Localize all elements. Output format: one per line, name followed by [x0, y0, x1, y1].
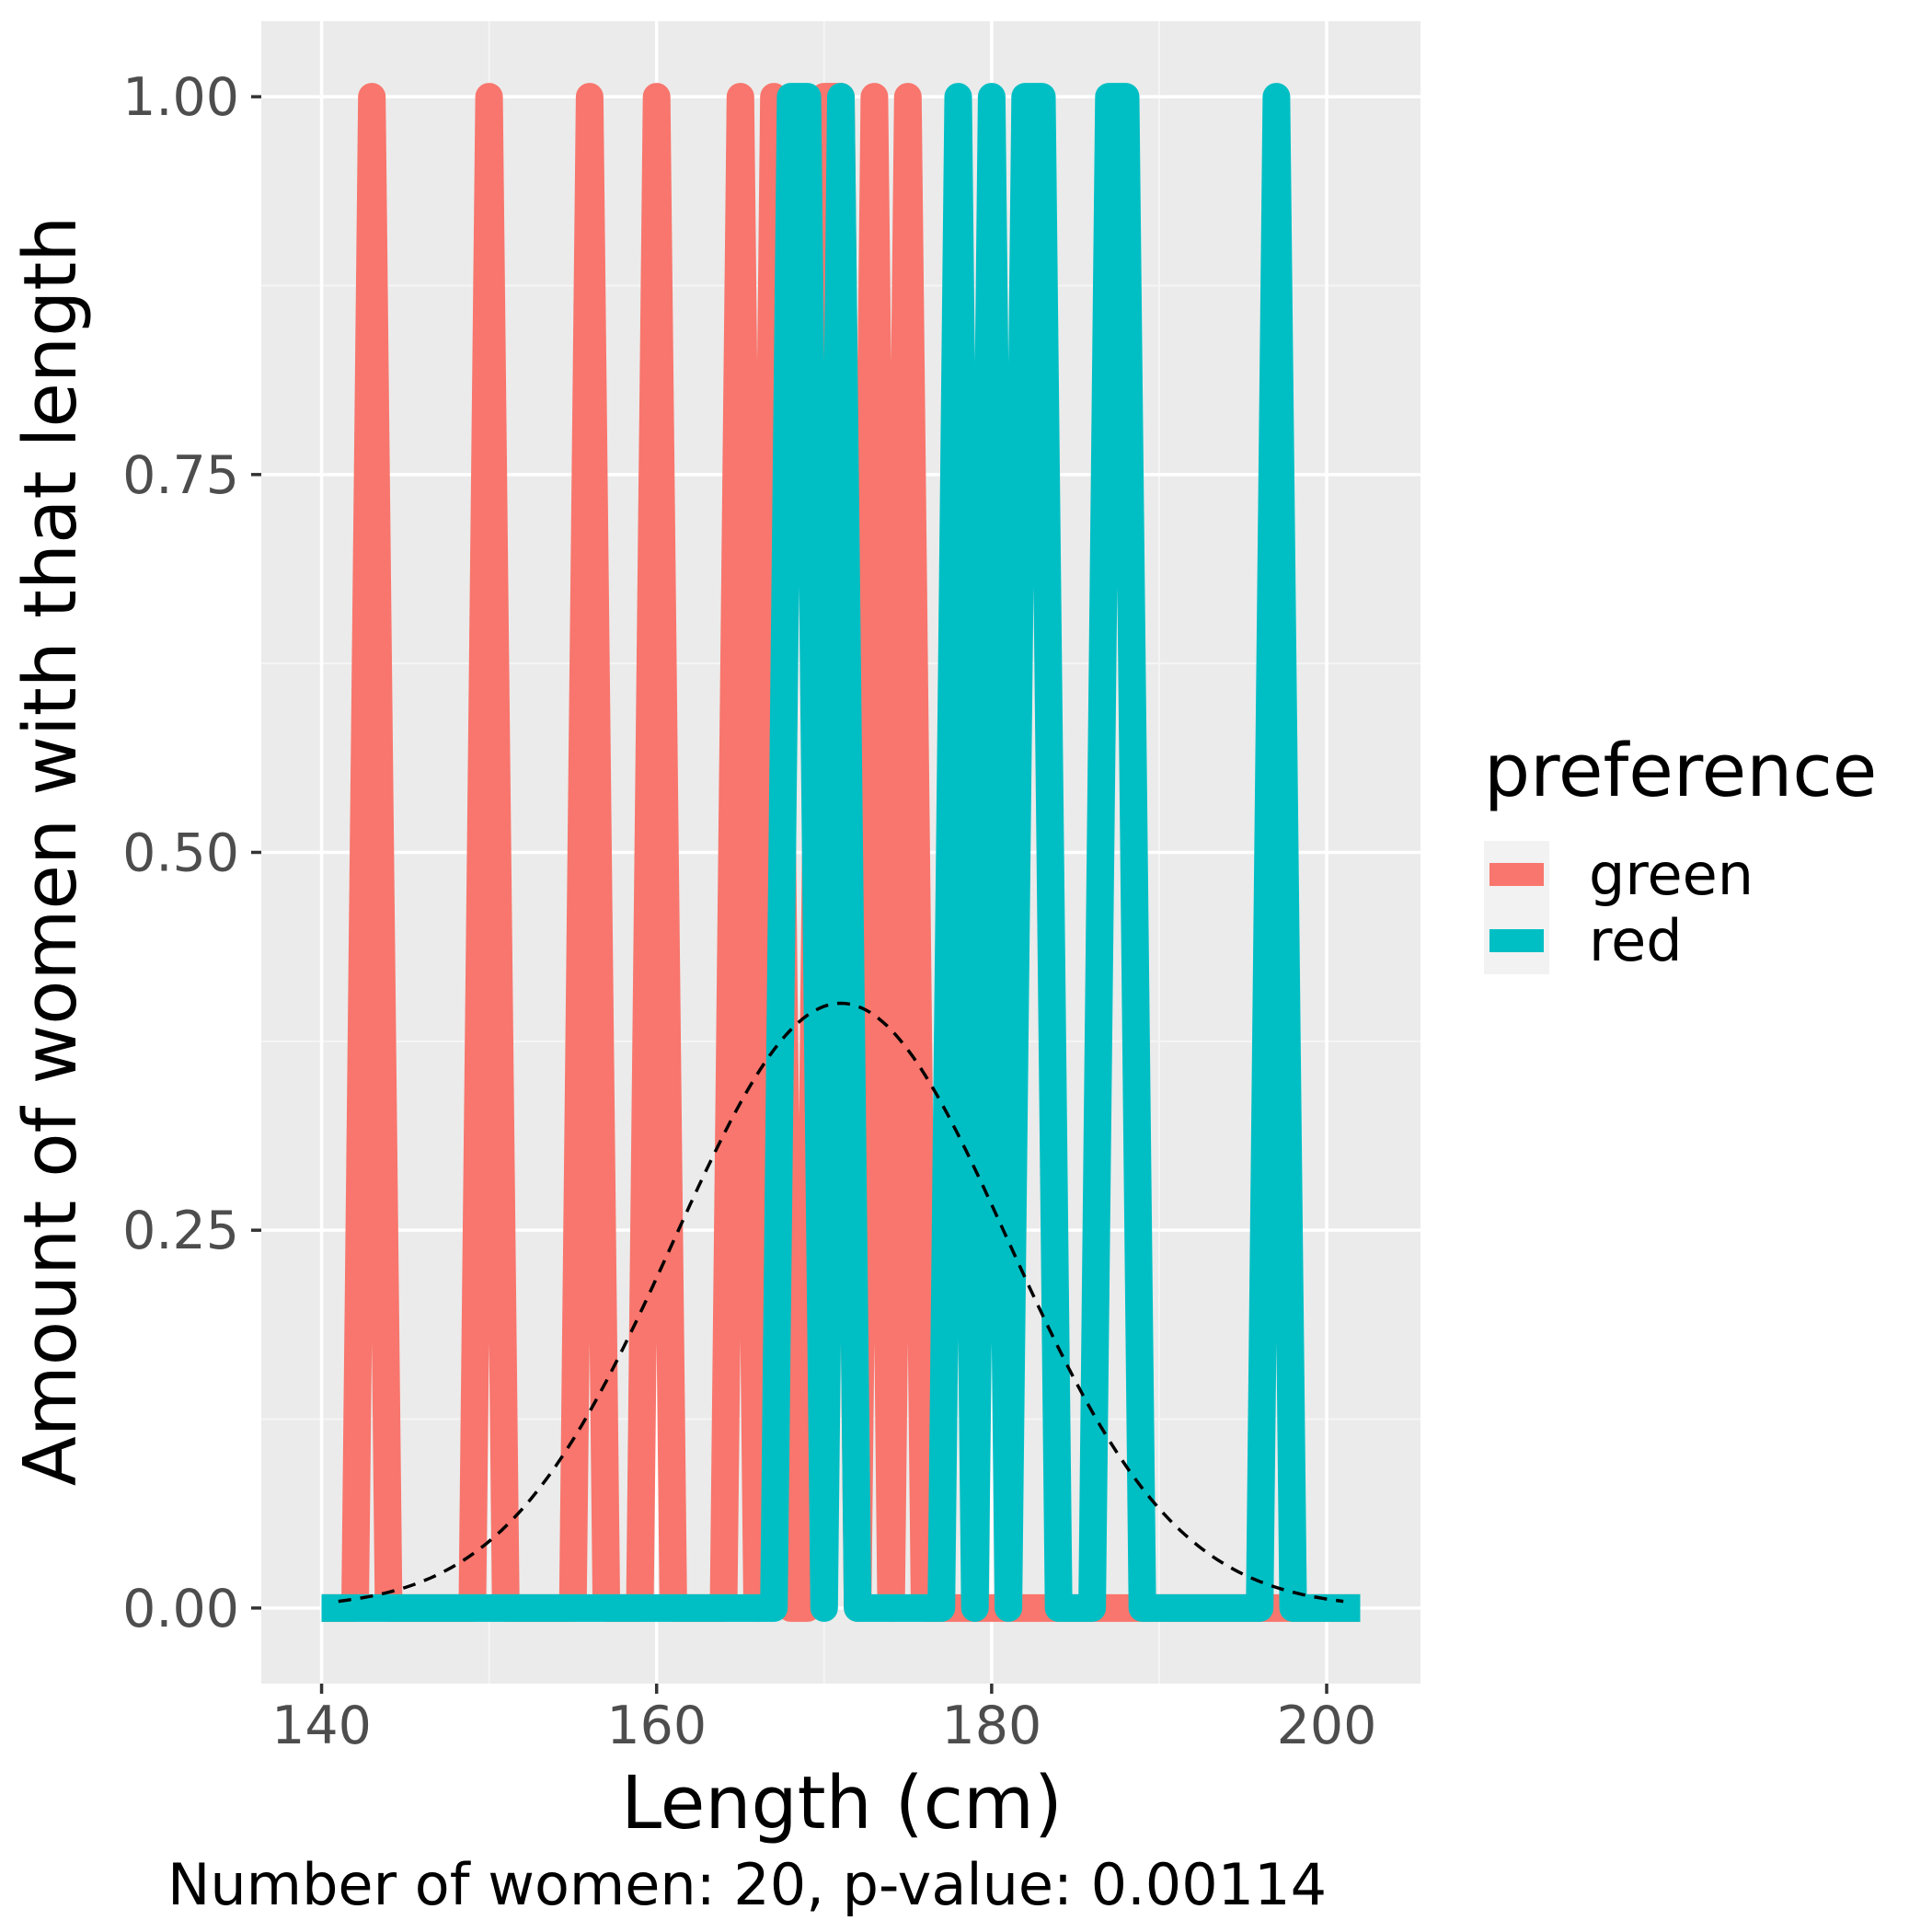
- y-tick-label: 1.00: [122, 67, 239, 128]
- reference-curve-line: [338, 1001, 1344, 1604]
- chart-caption: Number of women: 20, p-value: 0.00114: [167, 1851, 1327, 1918]
- y-tick-label: 0.50: [122, 823, 239, 884]
- legend-swatch-red: [1489, 929, 1544, 952]
- legend: preference green red: [1484, 729, 1877, 974]
- series-lines: [321, 83, 1361, 1622]
- x-axis-title: Length (cm): [621, 1761, 1063, 1846]
- y-tick-label: 0.75: [122, 445, 239, 506]
- legend-title: preference: [1484, 729, 1877, 813]
- y-tick-label: 0.25: [122, 1201, 239, 1261]
- x-tick-label: 140: [271, 1696, 372, 1756]
- series-line-red: [321, 83, 1361, 1622]
- x-tick-label: 180: [941, 1696, 1041, 1756]
- legend-label-red: red: [1589, 907, 1683, 974]
- y-axis-title: Amount of women with that length: [8, 216, 93, 1487]
- axes: 140 160 180 200 0.00 0.25 0.50 0.75 1.00: [122, 67, 1376, 1756]
- y-tick-label: 0.00: [122, 1579, 239, 1639]
- x-tick-label: 160: [606, 1696, 707, 1756]
- legend-label-green: green: [1589, 841, 1754, 908]
- legend-swatch-green: [1489, 863, 1544, 886]
- legend-key-background: [1484, 841, 1549, 974]
- reference-curve: [338, 1001, 1344, 1604]
- x-tick-label: 200: [1277, 1696, 1377, 1756]
